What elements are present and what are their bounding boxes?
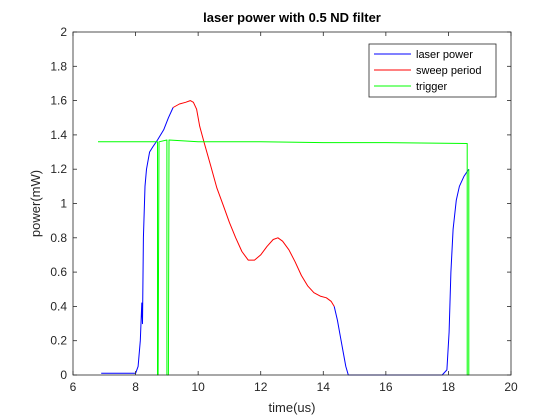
x-tick-label: 6 — [70, 380, 77, 394]
y-tick-label: 0.2 — [50, 334, 67, 348]
x-tick-label: 20 — [504, 380, 518, 394]
x-tick-label: 10 — [191, 380, 205, 394]
x-tick-label: 8 — [132, 380, 139, 394]
legend-label: sweep period — [416, 65, 481, 77]
legend-label: laser power — [416, 49, 473, 61]
series-line-sweep-period-0 — [172, 100, 335, 307]
legend-label: trigger — [416, 81, 448, 93]
y-tick-label: 1 — [60, 197, 67, 211]
y-tick-label: 2 — [60, 25, 67, 39]
x-tick-label: 18 — [442, 380, 456, 394]
y-axis-label: power(mW) — [28, 170, 43, 237]
x-tick-label: 14 — [317, 380, 331, 394]
x-tick-label: 16 — [379, 380, 393, 394]
x-axis-label: time(us) — [269, 400, 316, 415]
x-tick-label: 12 — [254, 380, 268, 394]
y-tick-label: 0.6 — [50, 265, 67, 279]
chart-title: laser power with 0.5 ND filter — [203, 10, 381, 25]
y-tick-label: 0 — [60, 368, 67, 382]
y-tick-label: 0.4 — [50, 299, 67, 313]
y-tick-label: 1.6 — [50, 94, 67, 108]
legend: laser power sweep period trigger — [368, 43, 497, 98]
series-line-laser-power-0 — [101, 107, 174, 374]
y-tick-label: 1.4 — [50, 128, 67, 142]
y-tick-label: 0.8 — [50, 231, 67, 245]
ticks-layer: 6 8 10 12 14 16 18 20 0 0.2 0.4 0.6 0.8 1 1.2 1.4 1.6 1.8… — [50, 25, 518, 394]
y-tick-label: 1.2 — [50, 162, 67, 176]
y-tick-label: 1.8 — [50, 59, 67, 73]
